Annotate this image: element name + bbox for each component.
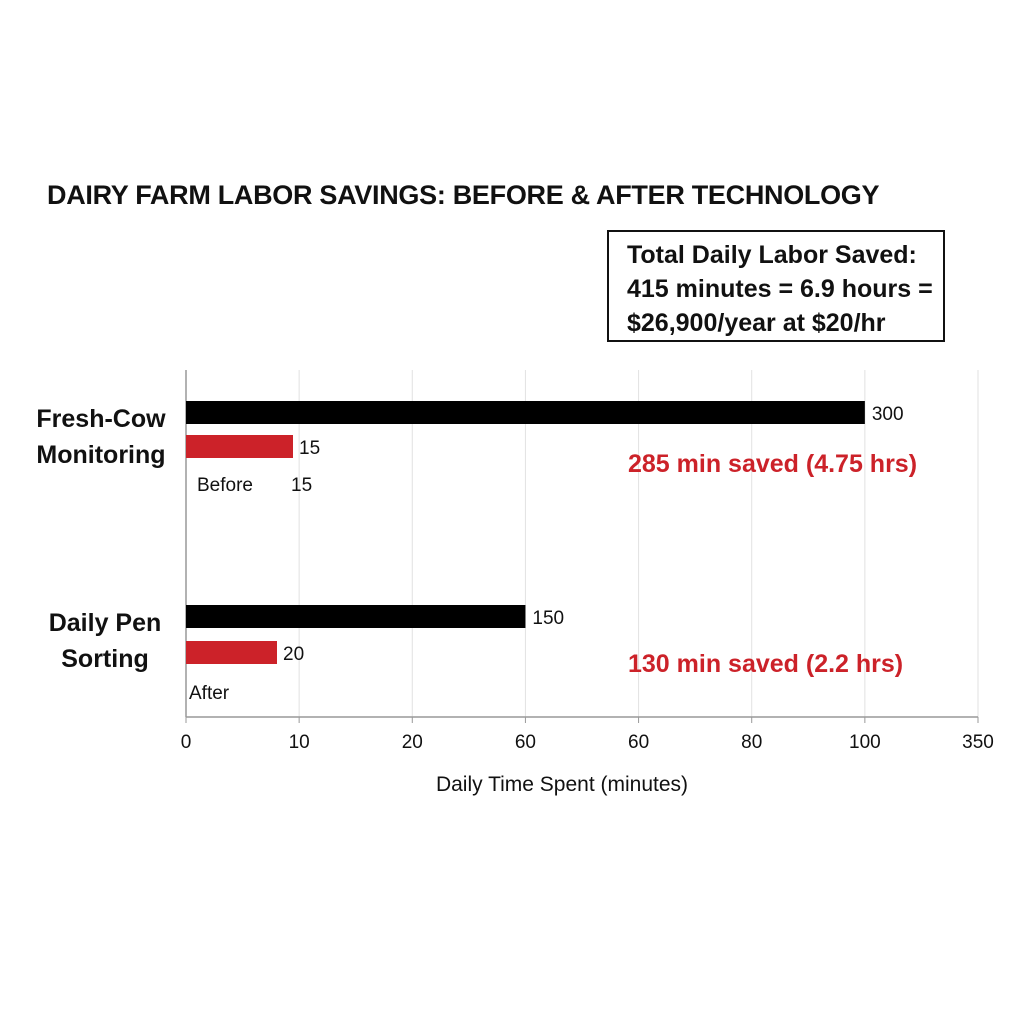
bar-before: [186, 401, 865, 424]
data-label: 15: [299, 438, 320, 459]
bar-before: [186, 605, 526, 628]
x-tick-label: 100: [849, 732, 881, 753]
bar-after: [186, 435, 293, 458]
data-label: 15: [291, 475, 312, 496]
chart-title: DAIRY FARM LABOR SAVINGS: BEFORE & AFTER…: [47, 180, 880, 210]
x-tick-label: 60: [628, 732, 649, 753]
category-label: Fresh-Cow: [36, 405, 166, 433]
data-label: 300: [872, 404, 904, 425]
category-label: Daily Pen: [49, 609, 162, 637]
x-tick-label: 10: [289, 732, 310, 753]
bar-after: [186, 641, 277, 664]
x-tick-label: 80: [741, 732, 762, 753]
summary-line: 415 minutes = 6.9 hours =: [627, 275, 933, 303]
savings-annotation: 130 min saved (2.2 hrs): [628, 650, 903, 678]
x-axis-label: Daily Time Spent (minutes): [436, 773, 688, 796]
summary-line: $26,900/year at $20/hr: [627, 309, 886, 337]
x-tick-label: 0: [181, 732, 192, 753]
savings-annotation: 285 min saved (4.75 hrs): [628, 450, 917, 478]
x-tick-label: 350: [962, 732, 994, 753]
category-label: Monitoring: [36, 441, 165, 469]
legend-label: Before: [197, 475, 253, 496]
legend-label: After: [189, 683, 230, 704]
summary-line: Total Daily Labor Saved:: [627, 241, 917, 269]
summary-box: Total Daily Labor Saved: 415 minutes = 6…: [607, 230, 945, 342]
data-label: 20: [283, 644, 304, 665]
x-tick-label: 20: [402, 732, 423, 753]
data-label: 150: [532, 608, 564, 629]
category-label: Sorting: [61, 645, 149, 673]
x-tick-label: 60: [515, 732, 536, 753]
